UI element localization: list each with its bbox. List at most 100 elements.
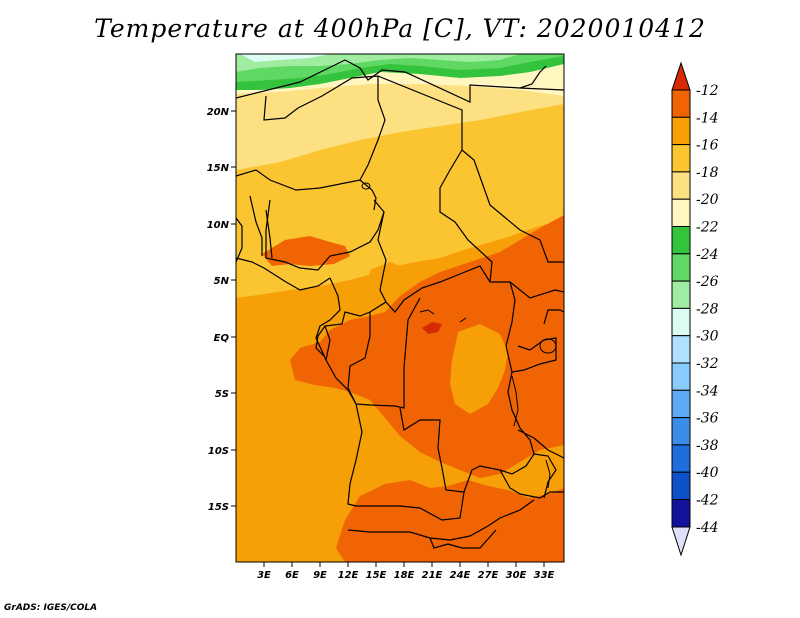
colorbar-label: -12 [696,83,719,99]
field-band-yellow-north [236,92,564,170]
border-atlantic-coast [315,277,357,405]
colorbar-label: -26 [696,274,719,290]
colorbar [671,61,691,557]
border-cameroon [377,211,564,313]
colorbar-label: -18 [696,165,719,181]
colorbar-label: -22 [696,220,719,236]
map-frame [235,53,565,563]
border-gabon [315,325,326,357]
colorbar-swatch [671,389,691,419]
border-mali-niger [263,75,386,181]
lakes [361,182,557,489]
x-tick-label: 30E [506,570,527,581]
border-mozambique [533,453,557,499]
x-tick-label: 3E [257,570,271,581]
border-burkina [236,169,377,211]
colorbar-swatch [671,362,691,391]
border-east-lakes [511,337,557,373]
lake-tanganyika [511,375,519,427]
colorbar-swatch [671,417,691,446]
colorbar-swatch [671,144,691,173]
border-niger-north [236,59,564,103]
y-tick-label: 10S [208,446,229,457]
x-tick-label: 24E [450,570,471,581]
x-tick-label: 18E [394,570,415,581]
lake-chad [361,182,371,190]
y-tick-labels: 20N 15N 10N 5N EQ 5S 10S 15S [207,107,230,513]
x-tick-label: 12E [338,570,359,581]
colorbar-label: -42 [696,493,719,509]
border-guinea-west [236,217,243,263]
colorbar-label: -14 [696,110,719,126]
field-patch-red-spot [422,322,442,334]
y-tick-label: 5S [215,389,229,400]
colorbar-label: -30 [696,329,719,345]
colorbar-swatch [671,226,691,255]
border-angola [347,403,465,521]
colorbar-label: -24 [696,247,719,263]
border-namibia [347,499,535,541]
field-patch-orange-north-hole [368,262,408,294]
field-patch-orange-dark-central [290,215,564,478]
lake-malawi [545,459,551,489]
colorbar-swatch [671,471,691,501]
colorbar-label: -28 [696,301,719,317]
colorbar-label: -38 [696,438,719,454]
border-togo [265,209,273,259]
colorbar-swatch [671,335,691,364]
y-axis [231,110,236,507]
colorbar-label: -36 [696,411,719,427]
border-west-coast [236,257,331,291]
x-axis [263,562,545,567]
border-botswana [429,529,497,549]
colorbar-bottom-arrow [671,526,691,557]
y-tick-label: 20N [207,107,230,118]
x-tick-label: 15E [366,570,387,581]
y-tick-label: 10N [207,220,230,231]
x-tick-label: 27E [478,570,499,581]
colorbar-swatch [671,307,691,337]
temperature-field [236,54,564,562]
grads-credit: GrADS: IGES/COLA [4,603,98,613]
colorbar-label: -16 [696,138,719,154]
colorbar-swatch [671,198,691,227]
colorbar-swatch [671,89,691,118]
x-tick-label: 21E [422,570,443,581]
border-sudan [461,149,564,263]
border-nigeria [265,199,385,271]
border-chad-west [377,75,493,283]
field-patch-orange-central-hole [450,324,508,414]
colorbar-swatch [671,171,691,200]
field-band-green-pale [236,54,520,72]
colorbar-label: -20 [696,192,719,208]
x-tick-label: 9E [313,570,327,581]
border-sudan-east [519,65,547,89]
x-tick-labels: 3E 6E 9E 12E 15E 18E 21E 24E 27E 30E 33E [257,570,554,581]
field-patch-orange-dark-south [336,480,564,562]
field-band-cyan-pale [240,54,330,62]
colorbar-label: -40 [696,465,719,481]
border-car-south [324,301,387,361]
border-uganda [543,309,564,325]
lake-victoria [539,338,557,354]
chart-title: Temperature at 400hPa [C], VT: 202001041… [94,14,706,43]
border-zambia [463,465,564,499]
y-tick-label: 15N [207,163,230,174]
colorbar-swatch [671,253,691,282]
colorbar-swatch [671,499,691,528]
colorbar-label: -44 [696,520,719,536]
contour-fragment [419,309,435,315]
contour-fragment [459,317,467,323]
colorbar-swatch [671,444,691,473]
border-ghana [249,195,263,256]
border-congo [347,297,421,409]
y-tick-label: 15S [208,502,229,513]
field-band-orange-light-mid [236,104,564,224]
y-tick-label: 5N [214,276,230,287]
border-drc-east [499,281,535,475]
colorbar-swatch [671,116,691,146]
border-tanzania [517,429,564,459]
colorbar-top-arrow [671,61,691,91]
colorbar-swatch [671,280,691,309]
